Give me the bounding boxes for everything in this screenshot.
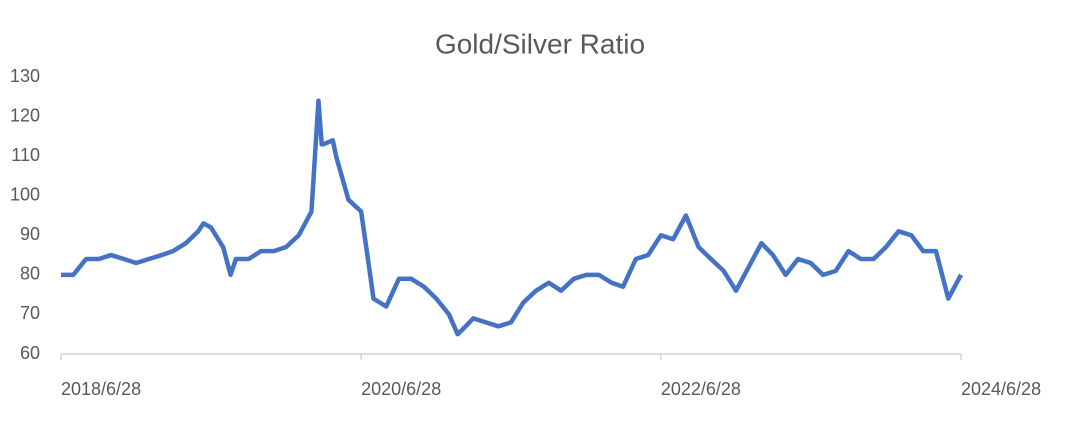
data-line	[61, 98, 963, 337]
x-tick-label: 2024/6/28	[961, 379, 1041, 399]
x-tick-label: 2022/6/28	[661, 379, 741, 399]
y-tick-label: 100	[10, 184, 40, 204]
y-tick-label: 130	[10, 66, 40, 86]
y-tick-label: 70	[20, 303, 40, 323]
y-tick-label: 60	[20, 343, 40, 363]
x-tick-label: 2020/6/28	[361, 379, 441, 399]
y-tick-label: 120	[10, 105, 40, 125]
x-tick-label: 2018/6/28	[61, 379, 141, 399]
y-tick-label: 80	[20, 264, 40, 284]
y-tick-label: 90	[20, 224, 40, 244]
chart-title: Gold/Silver Ratio	[435, 28, 645, 59]
y-tick-label: 110	[11, 145, 40, 165]
